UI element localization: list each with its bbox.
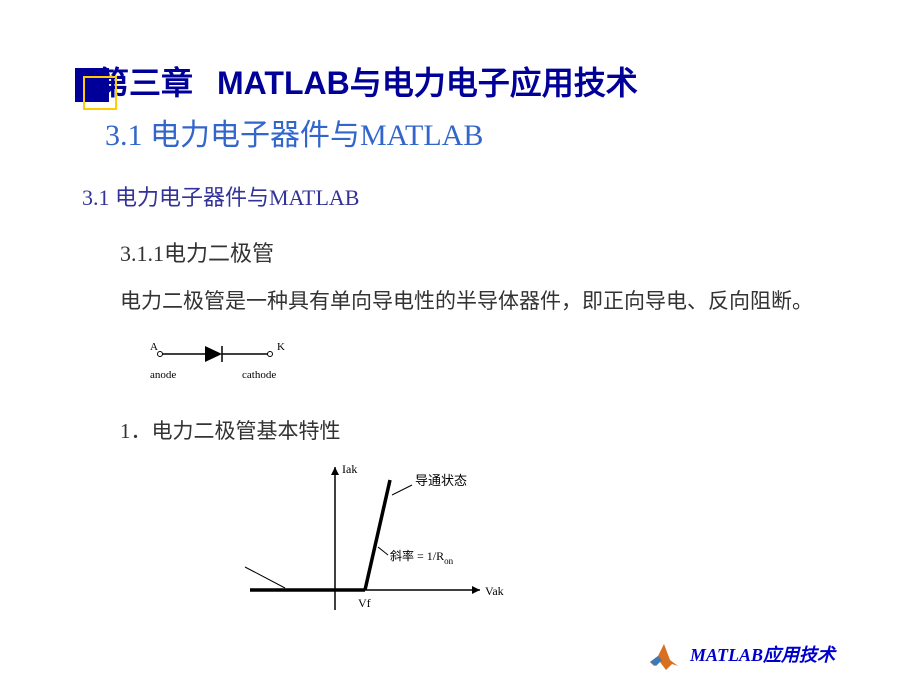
iv-vf-label: Vf — [358, 596, 371, 610]
iv-y-axis-label: Iak — [342, 462, 357, 476]
chapter-title: 第三章 MATLAB与电力电子应用技术 — [97, 58, 638, 104]
chapter-topic-suffix: 与电力电子应用技术 — [350, 65, 638, 101]
matlab-icon — [646, 638, 682, 670]
deco-square-outline — [83, 76, 117, 110]
section-heading: 3.1 电力电子器件与MATLAB — [82, 180, 359, 212]
diode-symbol-diagram: A K anode cathode — [150, 336, 350, 386]
iv-x-axis-label: Vak — [485, 584, 504, 598]
diode-terminal-a: A — [150, 341, 158, 353]
diode-terminal-k: K — [277, 341, 285, 353]
iv-on-state-label: 导通状态 — [415, 473, 467, 488]
chapter-topic-prefix: MATLAB — [217, 65, 350, 101]
numbered-item-1: 1．电力二极管基本特性 — [120, 415, 341, 445]
section-title: 3.1 电力电子器件与MATLAB — [105, 110, 638, 154]
footer-text: MATLAB应用技术 — [690, 641, 835, 667]
footer: MATLAB应用技术 — [646, 638, 835, 670]
title-block: 第三章 MATLAB与电力电子应用技术 3.1 电力电子器件与MATLAB — [75, 58, 638, 154]
diode-label-cathode: cathode — [242, 369, 276, 381]
diode-label-anode: anode — [150, 369, 176, 381]
iv-slope-label: 斜率 = 1/Ron — [390, 548, 454, 566]
body-paragraph: 电力二极管是一种具有单向导电性的半导体器件，即正向导电、反向阻断。 — [120, 285, 900, 315]
subsection-heading: 3.1.1电力二极管 — [120, 236, 274, 268]
iv-curve-diagram: Iak Vak Vf 导通状态 关断状态 斜率 = 1/Ron — [240, 455, 560, 635]
